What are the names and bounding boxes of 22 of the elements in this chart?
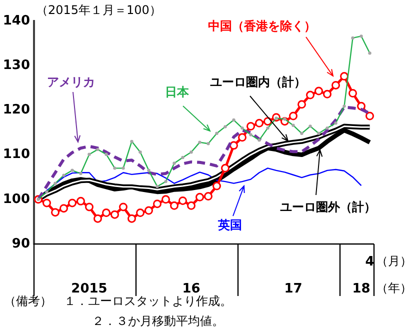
y-tick-label: 90 (12, 236, 30, 252)
x-tick-label: 4 (365, 254, 374, 270)
text: （月） (376, 254, 407, 268)
text: ユーロ圏外（計） (280, 200, 376, 214)
x-tick-label: 17 (284, 281, 302, 296)
y-tick-label: 120 (2, 102, 30, 118)
text: アメリカ (47, 75, 95, 90)
x-tick-label: 16 (182, 281, 200, 296)
y-tick-label: 140 (2, 13, 30, 28)
text: ２．３か月移動平均値。 (92, 314, 224, 328)
y-tick-label: 110 (2, 147, 30, 162)
text: 中国（香港を除く） (208, 19, 316, 34)
x-tick-label: 18 (352, 281, 370, 296)
x-axis-title: （年） (376, 281, 407, 296)
y-tick-label: 130 (2, 58, 30, 73)
x-tick-label: 2015 (71, 281, 108, 296)
text: ユーロ圏内（計） (210, 75, 306, 90)
text: 英国 (217, 218, 242, 232)
y-tick-label: 100 (2, 192, 30, 207)
text: 日本 (165, 85, 190, 100)
text: （備考） １．ユーロスタットより作成。 (4, 294, 232, 308)
y-axis-title: （2015年１月＝100） (36, 3, 162, 18)
